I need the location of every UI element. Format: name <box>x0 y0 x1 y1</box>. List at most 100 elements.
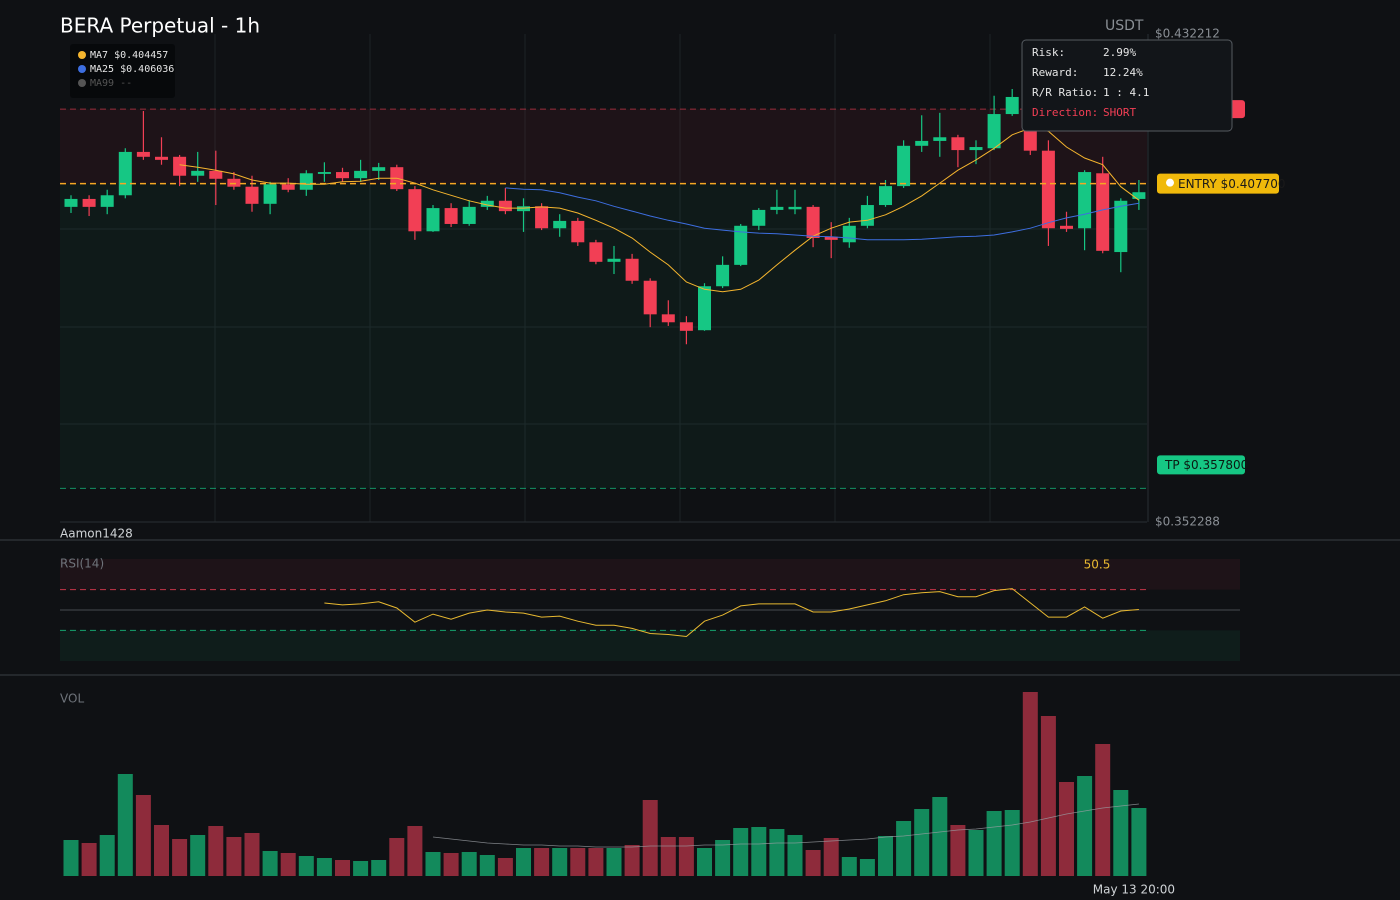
volume-bar <box>1004 810 1020 876</box>
volume-bar <box>497 858 513 876</box>
volume-bar <box>534 848 550 876</box>
candle-body <box>679 322 693 331</box>
candle-body <box>752 209 766 226</box>
candle-body <box>444 208 458 224</box>
candle-body <box>1114 200 1128 253</box>
candle-body <box>480 200 494 207</box>
candle-body <box>245 186 259 204</box>
candle-body <box>227 178 241 187</box>
candle-body <box>643 280 657 315</box>
volume-bar <box>642 800 658 876</box>
volume-bar <box>1022 692 1038 876</box>
legend-value: $0.404457 <box>114 50 168 61</box>
volume-bar <box>353 861 369 876</box>
candle-body <box>173 156 187 176</box>
trade-info-value: 12.24% <box>1103 66 1143 79</box>
candle-body <box>354 170 368 179</box>
volume-bar <box>805 850 821 876</box>
legend-name: MA25 <box>90 64 114 75</box>
volume-bar <box>63 840 79 876</box>
candle-body <box>571 220 585 243</box>
volume-bar <box>81 843 97 876</box>
candle-body <box>1005 96 1019 115</box>
volume-bar <box>280 853 296 876</box>
candle-body <box>860 205 874 226</box>
risk-zone <box>60 109 1147 184</box>
volume-bar <box>787 835 803 876</box>
entry-label: ENTRY $0.407700 <box>1178 177 1286 191</box>
take-profit-label: TP $0.357800 <box>1164 458 1248 472</box>
candle-body <box>517 206 530 212</box>
candle-body <box>897 145 911 187</box>
candle-body <box>408 189 422 232</box>
volume-bar <box>896 821 912 876</box>
trade-info-value: SHORT <box>1103 106 1136 119</box>
trade-tooltip <box>1021 39 1233 132</box>
volume-bar <box>968 830 984 876</box>
volume-bar <box>461 852 477 876</box>
volume-bar <box>932 797 948 876</box>
legend-value: -- <box>120 78 132 89</box>
volume-bar <box>262 851 278 876</box>
candle-body <box>987 114 1001 149</box>
volume-bar <box>479 855 495 876</box>
candle-body <box>969 147 983 151</box>
trade-info-name: Risk: <box>1032 46 1065 59</box>
candle-body <box>1132 192 1146 199</box>
panel-title: RSI(14) <box>60 557 104 571</box>
rsi-line <box>324 588 1139 638</box>
volume-bar <box>135 795 151 876</box>
volume-bar <box>154 825 169 876</box>
candle-body <box>281 184 295 190</box>
volume-bar <box>407 826 423 876</box>
legend-value: $0.406036 <box>120 64 174 75</box>
legend-name: MA99 <box>90 78 114 89</box>
volume-bar <box>697 848 712 876</box>
candle-body <box>806 206 820 239</box>
candle-body <box>118 151 132 196</box>
volume-bar <box>606 848 622 876</box>
volume-bar <box>1059 782 1074 876</box>
x-tick-label: May 13 20:00 <box>1093 883 1175 897</box>
trade-info-name: R/R Ratio: <box>1032 86 1098 99</box>
trade-info-value: 2.99% <box>1103 46 1136 59</box>
volume-bar <box>298 856 314 876</box>
volume-bar <box>733 828 749 876</box>
candle-body <box>100 195 114 207</box>
candle-body <box>336 172 349 179</box>
volume-bar <box>914 809 930 876</box>
volume-bar <box>117 774 133 876</box>
candle-body <box>498 200 512 212</box>
watermark: Aamon1428 <box>60 527 133 541</box>
volume-bar <box>335 860 350 876</box>
candle-body <box>191 170 205 176</box>
volume-bar <box>660 837 676 876</box>
volume-bar <box>878 836 893 876</box>
volume-bar <box>624 845 640 876</box>
candle-body <box>915 140 929 146</box>
y-tick-label: $0.432212 <box>1155 27 1220 41</box>
volume-bar <box>1131 808 1147 876</box>
volume-bar <box>190 835 206 876</box>
volume-bar <box>841 857 857 876</box>
volume-bar <box>371 860 387 876</box>
volume-bar <box>208 826 224 876</box>
volume-bar <box>715 840 731 876</box>
chart-title: BERA Perpetual - 1h <box>60 14 260 38</box>
take-profit-tag <box>1157 455 1245 475</box>
oversold-zone <box>60 630 1240 661</box>
candle-body <box>661 314 675 323</box>
volume-bar <box>244 833 260 876</box>
candle-body <box>1041 150 1055 229</box>
candle-body <box>1078 172 1092 229</box>
volume-bar <box>823 838 839 876</box>
volume-bar <box>443 853 459 876</box>
volume-bar <box>226 837 242 876</box>
volume-bar <box>1113 790 1129 876</box>
volume-bar <box>751 827 767 876</box>
candle-body <box>299 173 313 190</box>
moving-average-line <box>179 127 1140 293</box>
unit-label: USDT <box>1105 18 1144 34</box>
